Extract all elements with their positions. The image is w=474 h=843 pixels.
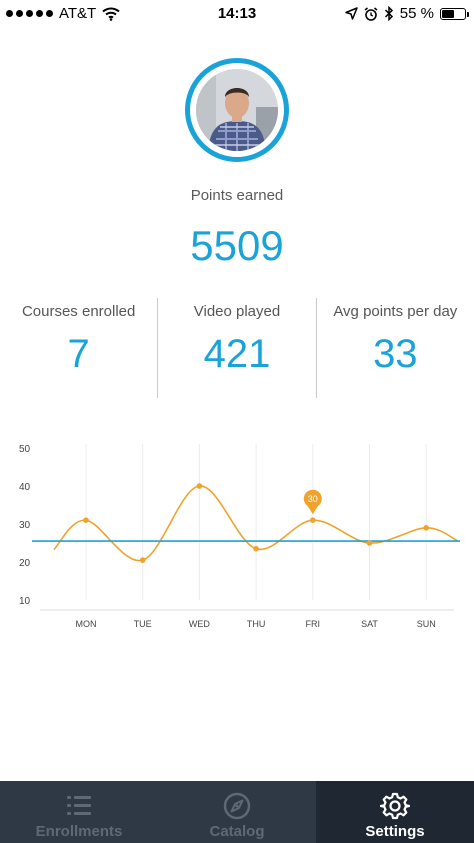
stat-courses-enrolled: Courses enrolled 7: [0, 298, 157, 398]
carrier-name: AT&T: [59, 5, 97, 22]
x-tick-label: SAT: [361, 619, 378, 629]
points-earned-value: 5509: [190, 222, 284, 269]
stat-value: 421: [203, 332, 271, 376]
points-earned-label: Points earned: [190, 187, 284, 204]
x-tick-label: THU: [247, 619, 266, 629]
y-tick-label: 40: [19, 482, 31, 493]
bluetooth-icon: [384, 6, 393, 21]
x-tick-label: WED: [189, 619, 210, 629]
highlight-label: 30: [308, 494, 318, 504]
stat-label: Avg points per day: [333, 303, 458, 320]
y-tick-label: 10: [19, 596, 31, 607]
battery-icon: [440, 7, 469, 20]
status-bar: AT&T 14:13 55 %: [0, 0, 474, 28]
y-tick-label: 50: [19, 444, 31, 455]
avatar[interactable]: [196, 69, 278, 151]
x-tick-label: TUE: [134, 619, 152, 629]
tab-catalog[interactable]: Catalog: [158, 781, 316, 843]
y-tick-label: 30: [19, 520, 31, 531]
alarm-icon: [364, 6, 378, 21]
highlight-marker: [303, 489, 322, 515]
tab-settings[interactable]: Settings: [316, 781, 474, 843]
data-point: [366, 540, 373, 546]
avatar-ring: [185, 58, 289, 162]
y-tick-label: 20: [19, 558, 31, 569]
tab-label: Enrollments: [35, 823, 123, 840]
tab-label: Settings: [365, 823, 425, 840]
stat-label: Courses enrolled: [21, 303, 136, 320]
avatar-photo: [196, 69, 278, 151]
signal-strength-icon: [6, 10, 53, 17]
data-point: [83, 517, 89, 523]
wifi-icon: [102, 7, 120, 21]
gear-icon: [380, 792, 410, 820]
location-arrow-icon: [345, 7, 358, 20]
status-right: 55 %: [345, 5, 469, 22]
tab-enrollments[interactable]: Enrollments: [0, 781, 158, 843]
data-point: [253, 545, 259, 552]
battery-percent: 55 %: [399, 5, 434, 22]
data-point: [139, 557, 146, 563]
data-point: [310, 517, 316, 523]
x-tick-label: MON: [76, 619, 97, 629]
tab-bar: Enrollments Catalog Settings: [0, 781, 474, 843]
status-left: AT&T: [6, 5, 120, 22]
list-icon: [67, 796, 91, 815]
stat-avg-points-per-day: Avg points per day 33: [315, 298, 474, 398]
battery-fill: [442, 9, 455, 18]
x-tick-label: FRI: [306, 619, 321, 629]
data-point: [423, 525, 430, 531]
stat-label: Video played: [193, 303, 281, 320]
data-point: [196, 483, 203, 489]
stat-value: 7: [67, 332, 90, 376]
stat-value: 33: [373, 332, 418, 376]
tab-label: Catalog: [209, 823, 265, 840]
x-tick-label: SUN: [417, 619, 436, 629]
stats-row: Courses enrolled 7 Video played 421 Avg …: [0, 298, 474, 398]
compass-icon: [223, 792, 251, 820]
status-time: 14:13: [217, 5, 257, 22]
stat-video-played: Video played 421: [157, 298, 315, 398]
weekly-points-chart: 10 20 30 40 50 MON TUE WED THU FRI SAT SUN 30: [19, 444, 460, 629]
